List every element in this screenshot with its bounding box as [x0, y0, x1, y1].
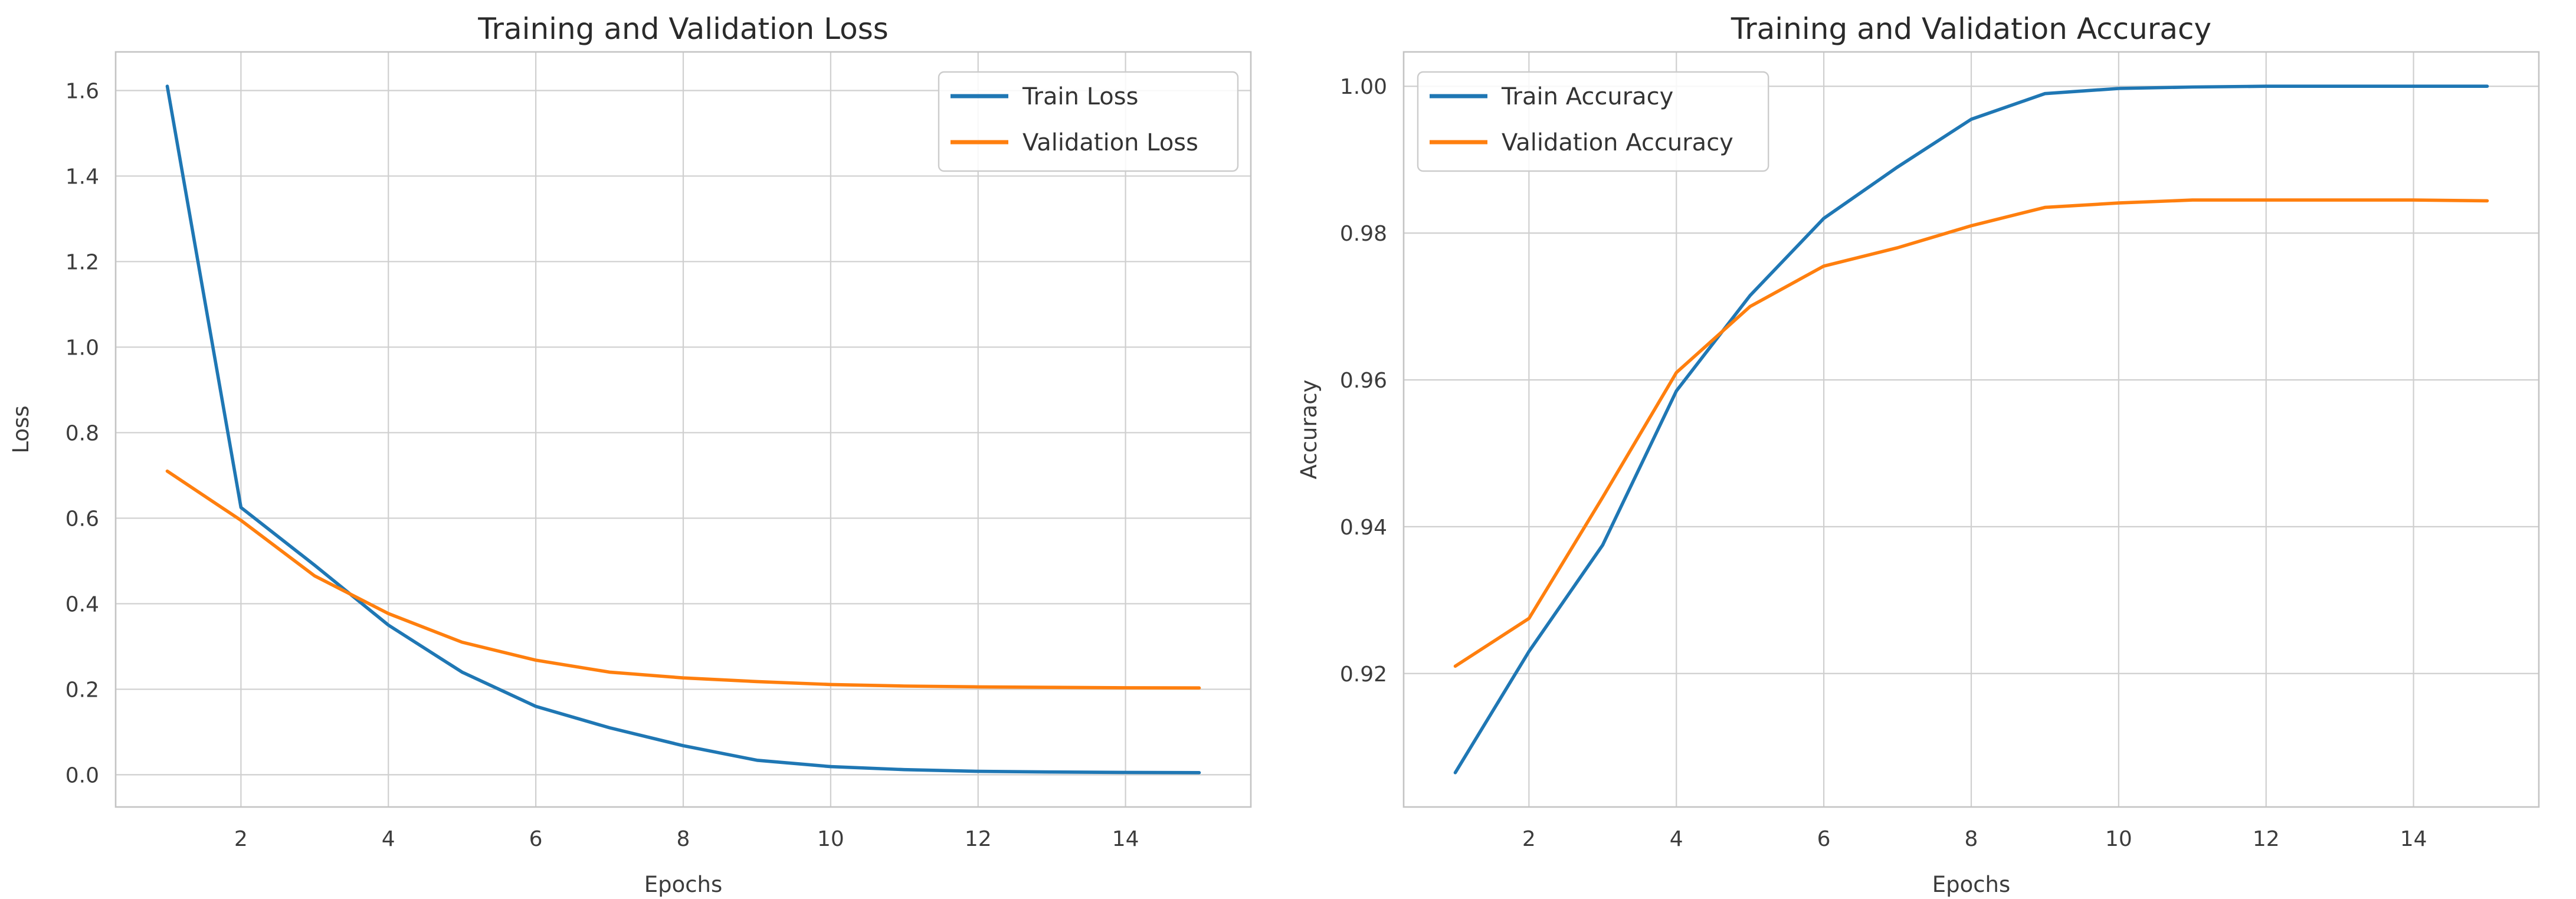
legend-entry: Validation Accuracy	[1430, 129, 1733, 156]
y-tick-label: 0.96	[1340, 369, 1387, 393]
accuracy-chart-svg: 2 4 6 8 10 12 14 0.92 0.94 0.96 0.98 1.00 Train Accu…	[1296, 12, 2540, 897]
y-tick-labels: 0.0 0.2 0.4 0.6 0.8 1.0 1.2 1.4 1.6	[65, 79, 99, 788]
legend-label: Train Loss	[1022, 83, 1138, 110]
y-tick-label: 1.0	[65, 336, 99, 360]
legend-label: Validation Accuracy	[1502, 129, 1733, 156]
x-tick-label: 14	[1112, 827, 1139, 851]
x-tick-label: 14	[2400, 827, 2427, 851]
y-tick-label: 1.00	[1340, 75, 1387, 99]
x-tick-label: 4	[1670, 827, 1683, 851]
validation-loss-line	[165, 469, 1201, 690]
legend: Train Accuracy Validation Accuracy	[1417, 71, 1769, 172]
legend-entry: Train Loss	[951, 83, 1138, 110]
y-tick-label: 1.6	[65, 79, 99, 103]
accuracy-x-axis-label: Epochs	[1932, 872, 2011, 897]
x-tick-label: 10	[817, 827, 844, 851]
y-tick-label: 0.8	[65, 421, 99, 445]
accuracy-plot-area: 2 4 6 8 10 12 14 0.92 0.94 0.96 0.98 1.00 Train Accu…	[1340, 51, 2540, 851]
x-tick-label: 8	[677, 827, 690, 851]
legend-entry: Validation Loss	[951, 129, 1198, 156]
y-tick-label: 0.6	[65, 507, 99, 531]
legend: Train Loss Validation Loss	[938, 71, 1239, 172]
x-tick-label: 8	[1965, 827, 1978, 851]
y-tick-labels: 0.92 0.94 0.96 0.98 1.00	[1340, 75, 1387, 687]
y-tick-label: 0.92	[1340, 662, 1387, 687]
validation-accuracy-line	[1453, 198, 2489, 668]
plot-frame	[1402, 51, 2540, 808]
legend-label: Validation Loss	[1022, 129, 1198, 156]
x-tick-label: 10	[2105, 827, 2132, 851]
loss-chart-svg: 2 4 6 8 10 12 14 0.0 0.2 0.4 0.6 0.8 1.0 1.2 1.4 1.6 Tra…	[8, 12, 1252, 897]
legend-box	[1417, 71, 1769, 172]
accuracy-y-axis-label: Accuracy	[1296, 380, 1322, 480]
gridlines	[116, 52, 1251, 807]
loss-chart-title: Training and Validation Loss	[477, 12, 889, 46]
legend-label: Train Accuracy	[1501, 83, 1673, 110]
train-loss-line	[165, 84, 1201, 775]
y-tick-label: 0.98	[1340, 222, 1387, 246]
x-tick-labels: 2 4 6 8 10 12 14	[1522, 827, 2427, 851]
x-tick-label: 4	[382, 827, 395, 851]
x-tick-label: 2	[1522, 827, 1536, 851]
y-tick-label: 1.4	[65, 165, 99, 189]
accuracy-chart: 2 4 6 8 10 12 14 0.92 0.94 0.96 0.98 1.00 Train Accu…	[1288, 0, 2576, 899]
x-tick-label: 2	[234, 827, 248, 851]
legend-entry: Train Accuracy	[1430, 83, 1673, 110]
x-tick-label: 6	[1817, 827, 1831, 851]
y-tick-label: 0.94	[1340, 516, 1387, 540]
y-tick-label: 0.2	[65, 678, 99, 702]
loss-y-axis-label: Loss	[8, 405, 34, 453]
legend-box	[938, 71, 1239, 172]
y-tick-label: 1.2	[65, 250, 99, 274]
train-accuracy-line	[1453, 84, 2489, 775]
x-tick-labels: 2 4 6 8 10 12 14	[234, 827, 1139, 851]
loss-plot-area: 2 4 6 8 10 12 14 0.0 0.2 0.4 0.6 0.8 1.0 1.2 1.4 1.6 Tra…	[65, 51, 1252, 851]
x-tick-label: 12	[965, 827, 992, 851]
loss-x-axis-label: Epochs	[644, 872, 723, 897]
loss-chart: 2 4 6 8 10 12 14 0.0 0.2 0.4 0.6 0.8 1.0 1.2 1.4 1.6 Tra…	[8, 12, 1252, 897]
x-tick-label: 12	[2253, 827, 2280, 851]
y-tick-label: 0.4	[65, 592, 99, 616]
x-tick-label: 6	[529, 827, 543, 851]
plot-frame	[114, 51, 1252, 808]
y-tick-label: 0.0	[65, 763, 99, 788]
accuracy-chart-title: Training and Validation Accuracy	[1731, 12, 2211, 46]
